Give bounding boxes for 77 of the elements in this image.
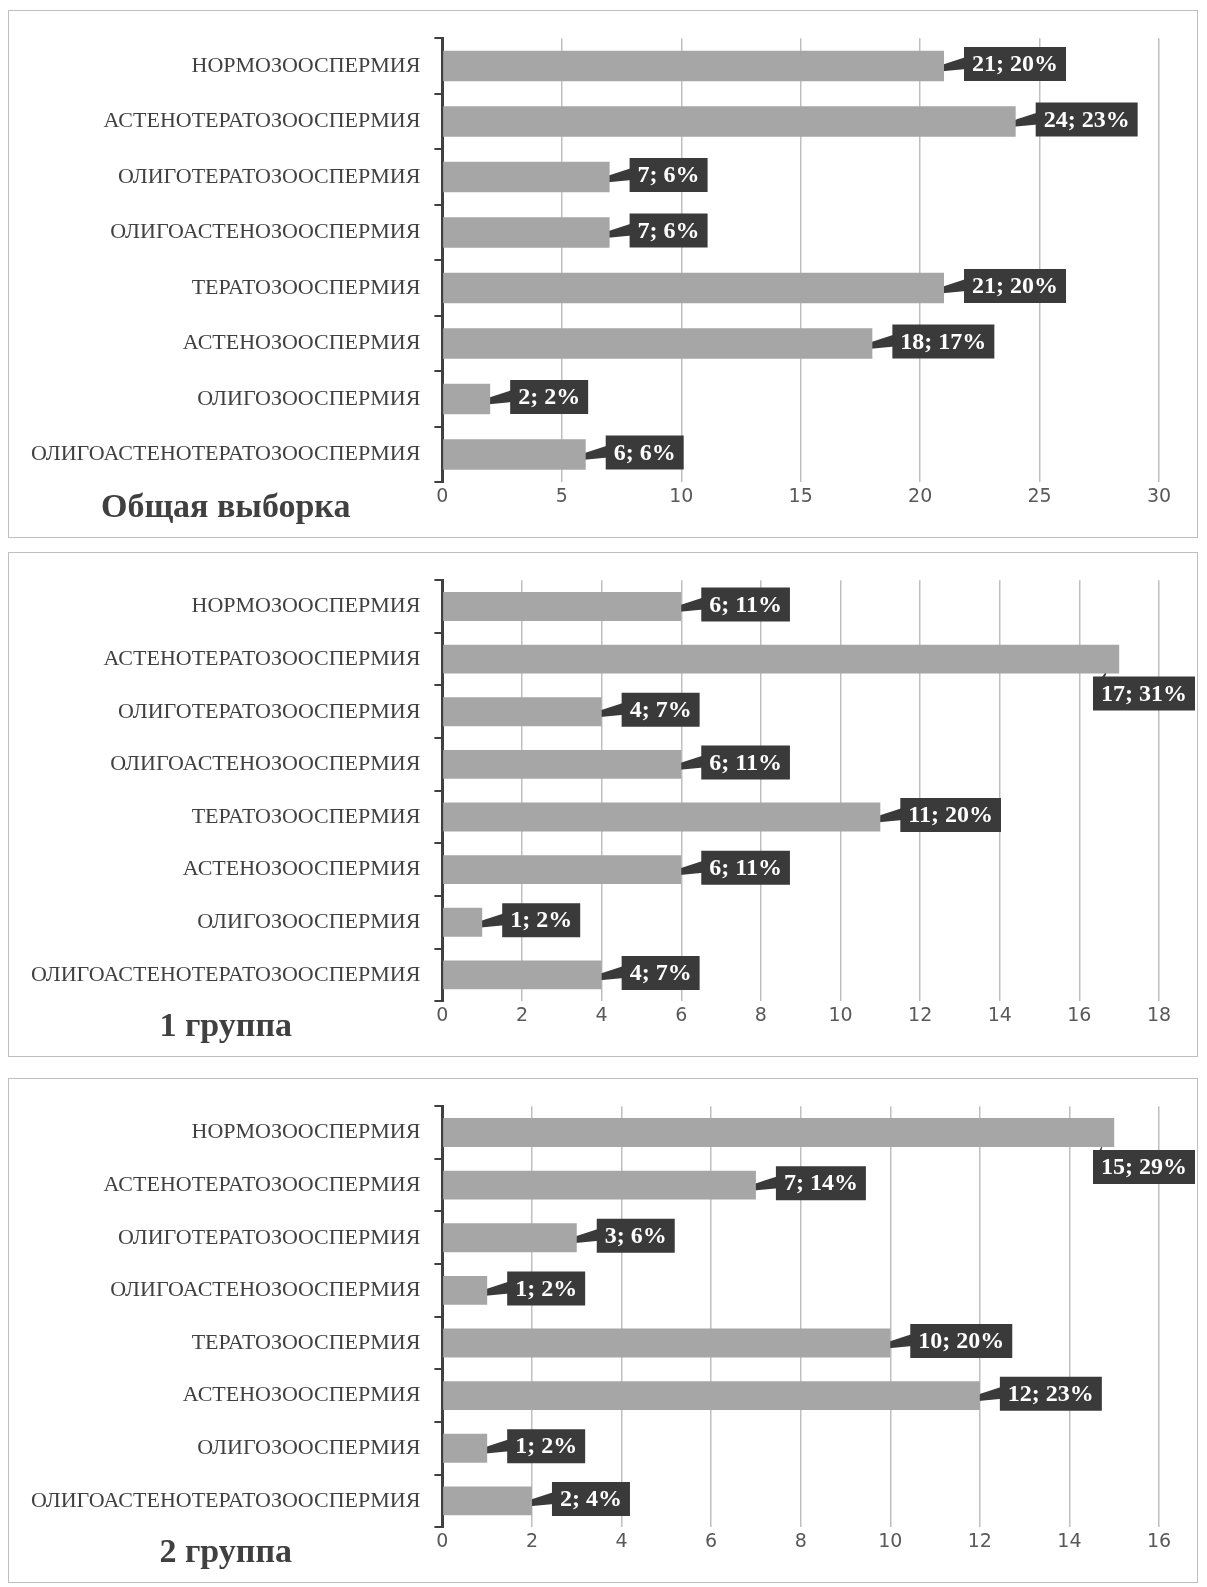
- data-label: 1; 2%: [510, 906, 573, 933]
- data-label: 4; 7%: [629, 959, 692, 986]
- y-tick-label: ОЛИГОТЕРАТОЗООСПЕРМИЯ: [118, 1223, 421, 1249]
- y-tick-label: АСТЕНОЗООСПЕРМИЯ: [182, 855, 421, 881]
- x-tick-label: 15: [788, 483, 813, 506]
- data-label: 4; 7%: [629, 695, 692, 722]
- data-label: 1; 2%: [515, 1274, 578, 1301]
- data-label: 2; 2%: [518, 383, 581, 410]
- data-label: 1; 2%: [515, 1432, 578, 1459]
- text: 1 группа: [159, 1005, 292, 1043]
- x-tick-label: 10: [828, 1002, 853, 1025]
- y-tick-label: АСТЕНОТЕРАТОЗООСПЕРМИЯ: [103, 107, 421, 133]
- x-tick-label: 12: [908, 1002, 933, 1025]
- x-tick-label: 18: [1146, 1002, 1172, 1025]
- data-label: 6; 6%: [613, 438, 676, 465]
- x-tick-label: 0: [436, 1002, 449, 1025]
- data-label: 2; 4%: [559, 1485, 622, 1512]
- y-tick-label: ОЛИГОАСТЕНОЗООСПЕРМИЯ: [110, 750, 421, 776]
- y-tick-label: АСТЕНОЗООСПЕРМИЯ: [182, 329, 421, 355]
- x-tick-label: 2: [525, 1528, 539, 1551]
- text: Общая выборка: [100, 486, 351, 524]
- data-label: 24; 23%: [1043, 105, 1130, 132]
- data-label: 21; 20%: [972, 272, 1059, 299]
- y-tick-label: ОЛИГОТЕРАТОЗООСПЕРМИЯ: [118, 697, 421, 723]
- x-tick-label: 0: [436, 1528, 449, 1551]
- data-label: 6; 11%: [709, 590, 782, 617]
- text: 2 группа: [159, 1531, 292, 1569]
- x-tick-label: 10: [878, 1528, 903, 1551]
- y-tick-label: ОЛИГОТЕРАТОЗООСПЕРМИЯ: [118, 162, 421, 188]
- y-tick-label: ОЛИГОАСТЕНОТЕРАТОЗООСПЕРМИЯ: [30, 960, 421, 986]
- y-tick-label: ТЕРАТОЗООСПЕРМИЯ: [191, 273, 421, 299]
- x-tick-label: 16: [1146, 1528, 1172, 1551]
- x-tick-label: 8: [754, 1002, 767, 1025]
- data-label: 10; 20%: [918, 1327, 1005, 1354]
- y-tick-label: ТЕРАТОЗООСПЕРМИЯ: [191, 802, 421, 828]
- y-tick-label: АСТЕНОТЕРАТОЗООСПЕРМИЯ: [103, 644, 421, 670]
- x-tick-label: 2: [515, 1002, 529, 1025]
- x-tick-label: 20: [908, 483, 933, 506]
- x-tick-label: 0: [436, 483, 449, 506]
- y-tick-label: НОРМОЗООСПЕРМИЯ: [191, 592, 421, 618]
- data-label: 15; 29%: [1101, 1153, 1187, 1180]
- data-label: 21; 20%: [972, 50, 1059, 77]
- y-tick-label: ОЛИГОАСТЕНОТЕРАТОЗООСПЕРМИЯ: [30, 1486, 421, 1512]
- y-tick-label: ОЛИГОАСТЕНОТЕРАТОЗООСПЕРМИЯ: [30, 440, 421, 466]
- x-tick-label: 14: [1057, 1528, 1082, 1551]
- x-tick-label: 6: [675, 1002, 688, 1025]
- y-tick-label: АСТЕНОЗООСПЕРМИЯ: [182, 1381, 421, 1407]
- data-label: 7; 14%: [783, 1169, 858, 1196]
- data-label: 6; 11%: [709, 748, 782, 775]
- x-tick-label: 5: [555, 483, 568, 506]
- y-tick-label: ОЛИГОАСТЕНОЗООСПЕРМИЯ: [110, 218, 421, 244]
- data-label: 17; 31%: [1101, 679, 1187, 706]
- x-tick-label: 10: [669, 483, 694, 506]
- data-label: 7; 6%: [637, 216, 700, 243]
- y-tick-label: ОЛИГОАСТЕНОЗООСПЕРМИЯ: [110, 1276, 421, 1302]
- data-label: 11; 20%: [908, 801, 993, 828]
- y-tick-label: ОЛИГОЗООСПЕРМИЯ: [197, 384, 421, 410]
- y-tick-label: ОЛИГОЗООСПЕРМИЯ: [197, 1434, 421, 1460]
- data-label: 12; 23%: [1007, 1379, 1094, 1406]
- x-tick-label: 4: [595, 1002, 608, 1025]
- x-tick-label: 12: [967, 1528, 992, 1551]
- y-tick-label: НОРМОЗООСПЕРМИЯ: [191, 1118, 421, 1144]
- x-tick-label: 30: [1146, 483, 1172, 506]
- y-tick-label: ТЕРАТОЗООСПЕРМИЯ: [191, 1328, 421, 1354]
- x-tick-label: 4: [615, 1528, 628, 1551]
- y-tick-label: НОРМОЗООСПЕРМИЯ: [191, 51, 421, 77]
- data-label: 7; 6%: [637, 161, 700, 188]
- y-tick-label: АСТЕНОТЕРАТОЗООСПЕРМИЯ: [103, 1170, 421, 1196]
- x-tick-label: 6: [705, 1528, 718, 1551]
- y-tick-label: ОЛИГОЗООСПЕРМИЯ: [197, 908, 421, 934]
- data-label: 6; 11%: [709, 853, 782, 880]
- x-tick-label: 16: [1067, 1002, 1092, 1025]
- x-tick-label: 8: [794, 1528, 807, 1551]
- data-label: 18; 17%: [900, 327, 987, 354]
- x-tick-label: 14: [987, 1002, 1012, 1025]
- x-tick-label: 25: [1027, 483, 1052, 506]
- data-label: 3; 6%: [604, 1221, 667, 1248]
